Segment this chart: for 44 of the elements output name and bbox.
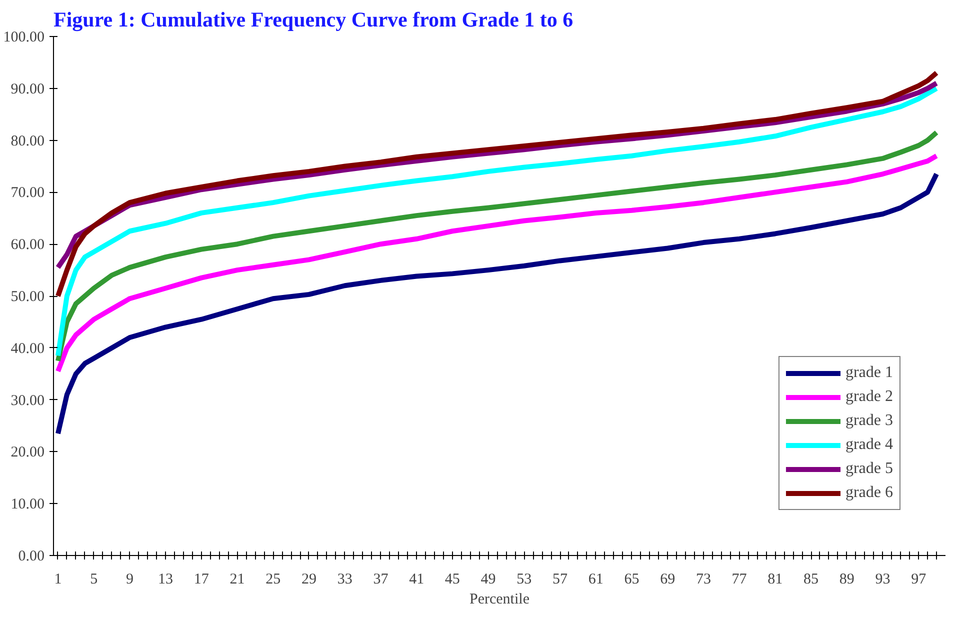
x-tick-label: 53 — [516, 572, 532, 588]
x-tick-label: 97 — [911, 572, 927, 588]
legend-label: grade 2 — [845, 388, 893, 406]
x-tick-label: 29 — [301, 572, 316, 588]
x-tick-label: 37 — [373, 572, 389, 588]
y-tick-label: 50.00 — [10, 289, 44, 305]
y-tick-label: 100.00 — [3, 30, 44, 46]
x-tick-label: 1 — [54, 572, 62, 588]
y-tick-label: 60.00 — [10, 237, 44, 254]
legend-label: grade 1 — [845, 364, 893, 382]
legend-label: grade 6 — [845, 484, 893, 502]
x-tick-label: 25 — [266, 572, 281, 588]
y-tick-label: 20.00 — [10, 444, 44, 461]
x-tick-label: 45 — [444, 572, 460, 588]
x-tick-label: 93 — [875, 572, 890, 588]
y-tick-label: 70.00 — [10, 185, 44, 202]
legend-label: grade 4 — [845, 436, 893, 454]
x-axis-title: Percentile — [470, 592, 530, 608]
x-tick-label: 69 — [660, 572, 676, 588]
x-tick-label: 61 — [588, 572, 604, 588]
x-tick-label: 5 — [90, 572, 98, 588]
x-tick-label: 33 — [337, 572, 352, 588]
x-tick-label: 73 — [696, 572, 711, 588]
y-tick-label: 0.00 — [18, 548, 44, 564]
chart-title: Figure 1: Cumulative Frequency Curve from Grade 1 to 6 — [54, 8, 574, 32]
x-tick-label: 41 — [409, 572, 424, 588]
x-tick-label: 49 — [480, 572, 496, 588]
y-tick-label: 10.00 — [10, 496, 44, 513]
x-tick-label: 13 — [158, 572, 174, 588]
x-tick-label: 77 — [732, 572, 748, 588]
x-tick-label: 9 — [126, 572, 134, 588]
x-tick-label: 17 — [194, 572, 210, 588]
y-tick-label: 30.00 — [10, 392, 44, 409]
x-tick-label: 85 — [804, 572, 819, 588]
legend-label: grade 3 — [845, 412, 893, 430]
x-tick-label: 21 — [230, 572, 245, 588]
x-tick-label: 65 — [624, 572, 640, 588]
x-tick-label: 81 — [768, 572, 783, 588]
y-tick-label: 40.00 — [10, 340, 44, 357]
y-tick-label: 90.00 — [10, 81, 44, 98]
y-tick-label: 80.00 — [10, 133, 44, 150]
x-tick-label: 89 — [839, 572, 854, 588]
x-tick-label: 57 — [552, 572, 568, 588]
legend-label: grade 5 — [845, 460, 893, 478]
